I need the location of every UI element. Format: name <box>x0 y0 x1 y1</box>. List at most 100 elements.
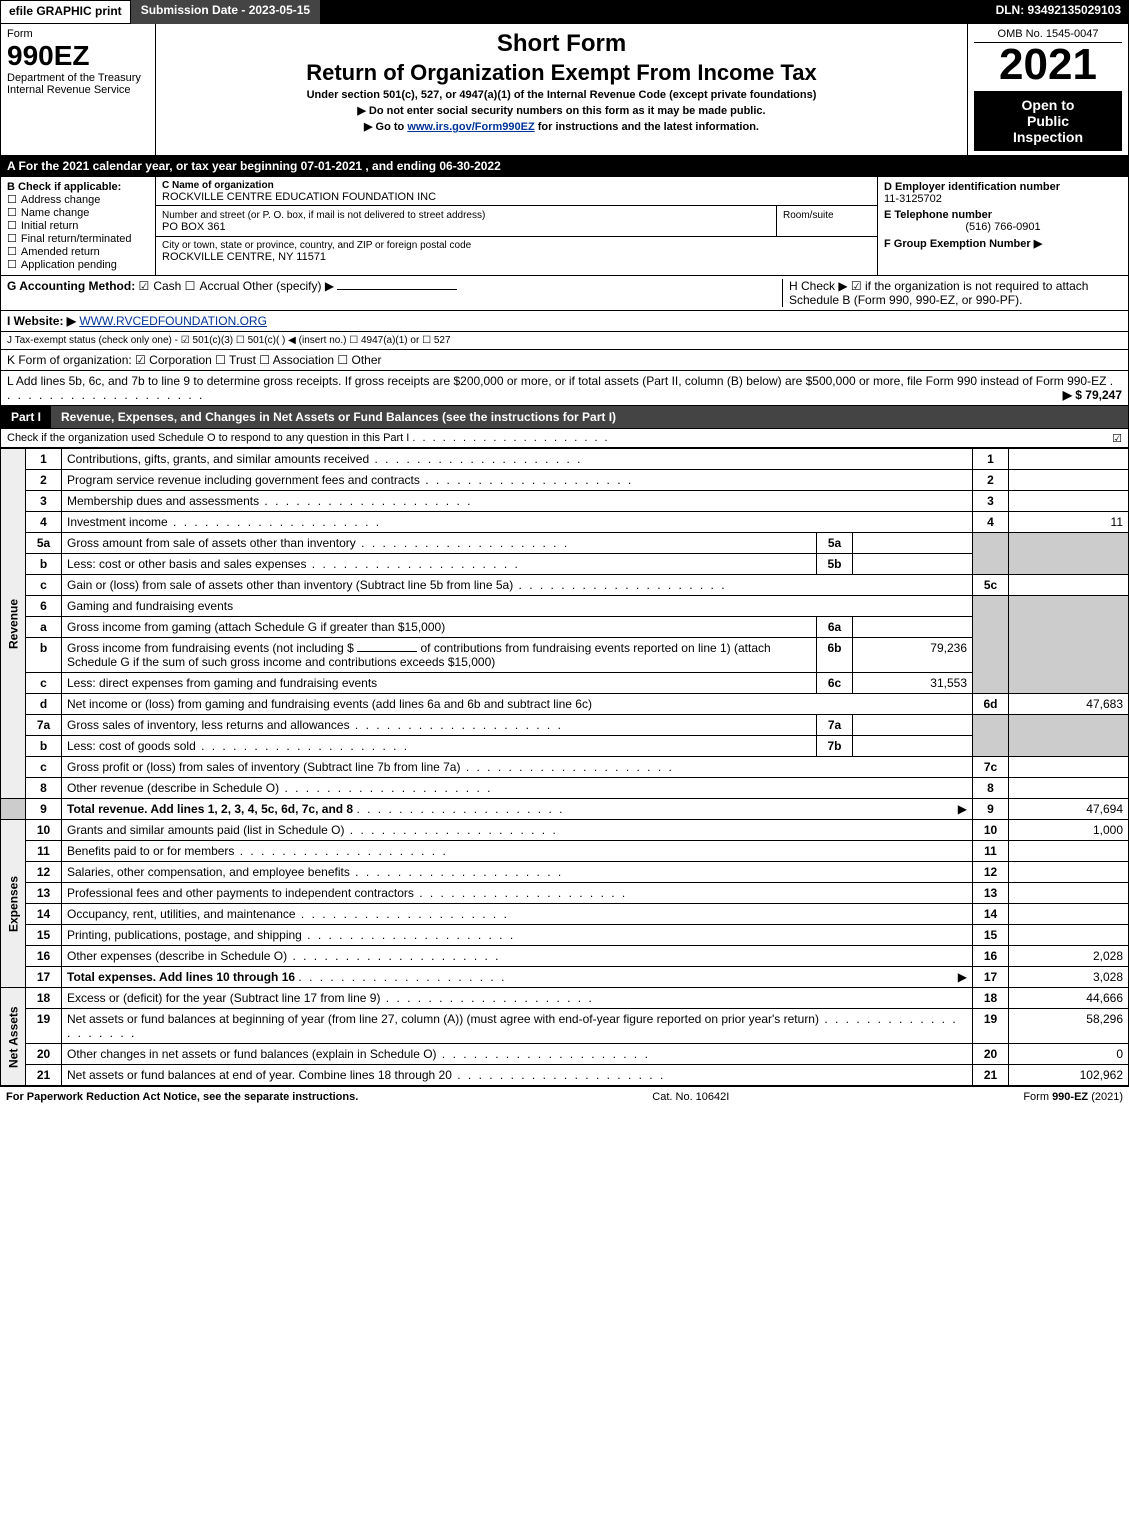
l20-num: 20 <box>26 1044 62 1065</box>
part-i-sub-dots <box>412 432 609 444</box>
chk-final-return[interactable]: Final return/terminated <box>7 232 149 245</box>
goto-instructions: ▶ Go to www.irs.gov/Form990EZ for instru… <box>162 120 961 133</box>
l1-num: 1 <box>26 449 62 470</box>
l3-text: Membership dues and assessments <box>67 494 472 508</box>
g-label: G Accounting Method: <box>7 279 135 293</box>
i-label: I Website: ▶ <box>7 314 76 328</box>
section-h: H Check ▶ ☑ if the organization is not r… <box>782 279 1122 307</box>
l12-val <box>1009 862 1129 883</box>
l7-shade-rn <box>973 715 1009 757</box>
l5c-text: Gain or (loss) from sale of assets other… <box>67 578 727 592</box>
l13-num: 13 <box>26 883 62 904</box>
tel-value: (516) 766-0901 <box>884 221 1122 233</box>
l7-shade-val <box>1009 715 1129 757</box>
chk-address-change[interactable]: Address change <box>7 193 149 206</box>
part-i-title: Revenue, Expenses, and Changes in Net As… <box>51 406 1128 428</box>
l3-rn: 3 <box>973 491 1009 512</box>
l6-text: Gaming and fundraising events <box>62 596 973 617</box>
l20-val: 0 <box>1009 1044 1129 1065</box>
l18-val: 44,666 <box>1009 988 1129 1009</box>
header-right: OMB No. 1545-0047 2021 Open to Public In… <box>968 24 1128 155</box>
part-i-sub-chk[interactable]: ☑ <box>1112 432 1122 445</box>
l16-text: Other expenses (describe in Schedule O) <box>67 949 500 963</box>
l6-shade-val <box>1009 596 1129 694</box>
l17-val: 3,028 <box>1009 967 1129 988</box>
l6a-box: 6a <box>817 617 853 638</box>
l20-rn: 20 <box>973 1044 1009 1065</box>
l5b-num: b <box>26 554 62 575</box>
l5a-num: 5a <box>26 533 62 554</box>
l7b-bv <box>853 736 973 757</box>
l2-text: Program service revenue including govern… <box>67 473 633 487</box>
l1-val <box>1009 449 1129 470</box>
chk-application-pending[interactable]: Application pending <box>7 258 149 271</box>
website-link[interactable]: WWW.RVCEDFOUNDATION.ORG <box>79 314 267 328</box>
f-group-label: F Group Exemption Number ▶ <box>884 237 1122 250</box>
l21-num: 21 <box>26 1065 62 1086</box>
chk-cash[interactable]: Cash <box>139 279 182 293</box>
footer-mid: Cat. No. 10642I <box>652 1091 729 1103</box>
chk-name-change[interactable]: Name change <box>7 206 149 219</box>
l11-text: Benefits paid to or for members <box>67 844 448 858</box>
l13-rn: 13 <box>973 883 1009 904</box>
l6d-rn: 6d <box>973 694 1009 715</box>
l7a-box: 7a <box>817 715 853 736</box>
form-label: Form <box>7 28 149 40</box>
footer-right: Form 990-EZ (2021) <box>1023 1091 1123 1103</box>
l6b-t1: Gross income from fundraising events (no… <box>67 641 354 655</box>
l9-rn: 9 <box>973 799 1009 820</box>
l15-num: 15 <box>26 925 62 946</box>
section-b: B Check if applicable: Address change Na… <box>1 177 156 275</box>
chk-amended-return[interactable]: Amended return <box>7 245 149 258</box>
l6-num: 6 <box>26 596 62 617</box>
chk-accrual[interactable]: Accrual <box>185 279 240 293</box>
l7b-box: 7b <box>817 736 853 757</box>
form-header: Form 990EZ Department of the Treasury In… <box>0 24 1129 156</box>
l8-rn: 8 <box>973 778 1009 799</box>
badge-line3: Inspection <box>1013 129 1083 145</box>
part-i-sub-text: Check if the organization used Schedule … <box>7 432 409 444</box>
l7c-rn: 7c <box>973 757 1009 778</box>
form-number: 990EZ <box>7 40 149 72</box>
l5b-text: Less: cost or other basis and sales expe… <box>67 557 520 571</box>
l6b-blank[interactable] <box>357 651 417 652</box>
dln-label: DLN: 93492135029103 <box>988 0 1129 24</box>
g-other: Other (specify) ▶ <box>243 279 334 293</box>
l21-text: Net assets or fund balances at end of ye… <box>67 1068 665 1082</box>
g-other-input[interactable] <box>337 289 457 290</box>
l15-val <box>1009 925 1129 946</box>
l12-num: 12 <box>26 862 62 883</box>
l6-shade-rn <box>973 596 1009 694</box>
l6d-num: d <box>26 694 62 715</box>
l9-text: Total revenue. Add lines 1, 2, 3, 4, 5c,… <box>67 802 353 816</box>
l6b-num: b <box>26 638 62 673</box>
inspection-badge: Open to Public Inspection <box>974 91 1122 151</box>
l2-num: 2 <box>26 470 62 491</box>
efile-print-label: efile GRAPHIC print <box>0 0 131 24</box>
l4-num: 4 <box>26 512 62 533</box>
l19-num: 19 <box>26 1009 62 1044</box>
l19-text: Net assets or fund balances at beginning… <box>67 1012 958 1040</box>
irs-link[interactable]: www.irs.gov/Form990EZ <box>407 121 534 133</box>
l10-val: 1,000 <box>1009 820 1129 841</box>
l5c-val <box>1009 575 1129 596</box>
l18-rn: 18 <box>973 988 1009 1009</box>
l17-arrow: ▶ <box>958 970 967 984</box>
l16-num: 16 <box>26 946 62 967</box>
l3-val <box>1009 491 1129 512</box>
chk-initial-return[interactable]: Initial return <box>7 219 149 232</box>
irs-label: Internal Revenue Service <box>7 84 149 96</box>
l20-text: Other changes in net assets or fund bala… <box>67 1047 650 1061</box>
b-label: B Check if applicable: <box>7 181 149 193</box>
submission-date: Submission Date - 2023-05-15 <box>131 0 320 24</box>
l4-text: Investment income <box>67 515 381 529</box>
l9-side <box>1 799 26 820</box>
d-ein-label: D Employer identification number <box>884 181 1122 193</box>
section-def: D Employer identification number 11-3125… <box>878 177 1128 275</box>
l9-num: 9 <box>26 799 62 820</box>
l14-text: Occupancy, rent, utilities, and maintena… <box>67 907 509 921</box>
l4-val: 11 <box>1009 512 1129 533</box>
l7c-text: Gross profit or (loss) from sales of inv… <box>67 760 674 774</box>
l5c-num: c <box>26 575 62 596</box>
topbar-spacer <box>320 0 987 24</box>
